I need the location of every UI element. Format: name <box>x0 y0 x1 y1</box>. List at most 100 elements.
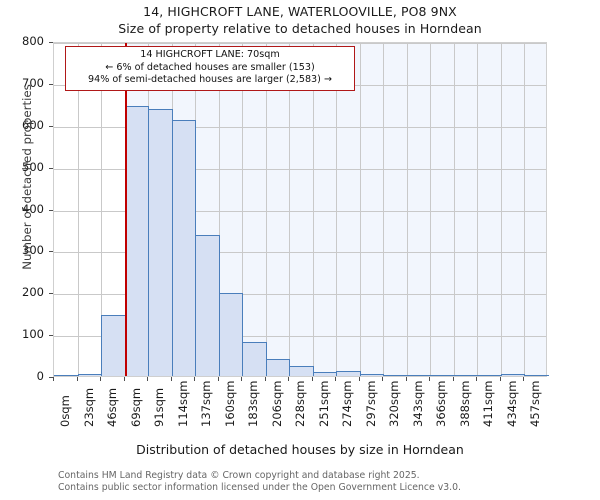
bar-388sqm <box>454 375 478 376</box>
x-tick-mark-320sqm <box>382 377 383 381</box>
x-tick-label-388sqm: 388sqm <box>458 380 472 427</box>
y-axis-title: Number of detached properties <box>20 84 34 270</box>
x-tick-label-274sqm: 274sqm <box>340 380 354 427</box>
bar-343sqm <box>407 375 431 376</box>
gridline-x-10 <box>289 43 290 376</box>
gridline-y-600 <box>54 126 546 128</box>
gridline-y-500 <box>54 168 546 170</box>
chart-subtitle: Size of property relative to detached ho… <box>118 21 482 36</box>
bar-46sqm <box>101 315 126 376</box>
x-tick-label-320sqm: 320sqm <box>387 380 401 427</box>
y-tick-mark-0 <box>49 377 53 378</box>
bar-69sqm <box>125 105 149 376</box>
x-tick-label-160sqm: 160sqm <box>223 380 237 427</box>
x-tick-mark-457sqm <box>523 377 524 381</box>
x-tick-label-69sqm: 69sqm <box>129 387 143 427</box>
bar-91sqm <box>148 108 173 376</box>
bar-434sqm <box>501 374 525 376</box>
gridline-y-300 <box>54 252 546 254</box>
gridline-x-14 <box>383 43 384 376</box>
y-tick-label-500: 500 <box>22 159 44 174</box>
annotation-line-1: 14 HIGHCROFT LANE: 70sqm <box>140 49 280 60</box>
x-tick-label-411sqm: 411sqm <box>481 380 495 427</box>
annotation-box: 14 HIGHCROFT LANE: 70sqm ← 6% of detache… <box>65 46 355 91</box>
annotation-line-2: ← 6% of detached houses are smaller (153… <box>105 61 315 73</box>
y-tick-label-100: 100 <box>22 327 44 342</box>
gridline-y-200 <box>54 294 546 296</box>
x-tick-label-91sqm: 91sqm <box>152 387 166 427</box>
bar-137sqm <box>195 235 220 376</box>
y-tick-label-200: 200 <box>22 285 44 300</box>
bar-160sqm <box>219 293 243 376</box>
y-tick-mark-300 <box>49 251 53 253</box>
gridline-x-15 <box>407 43 408 376</box>
x-tick-mark-91sqm <box>147 377 148 381</box>
y-tick-label-300: 300 <box>22 243 44 258</box>
bar-0sqm <box>54 375 79 376</box>
y-tick-label-400: 400 <box>22 201 44 216</box>
x-tick-label-297sqm: 297sqm <box>364 380 378 427</box>
gridline-x-2 <box>101 43 102 376</box>
x-tick-label-183sqm: 183sqm <box>246 380 260 427</box>
x-tick-mark-228sqm <box>288 377 289 381</box>
x-tick-mark-343sqm <box>406 377 407 381</box>
x-axis-title: Distribution of detached houses by size … <box>136 442 464 457</box>
gridline-x-17 <box>454 43 455 376</box>
x-tick-mark-160sqm <box>218 377 219 381</box>
y-tick-mark-600 <box>49 125 53 127</box>
page-title: 14, HIGHCROFT LANE, WATERLOOVILLE, PO8 9… <box>143 4 457 19</box>
x-tick-label-206sqm: 206sqm <box>270 380 284 427</box>
x-tick-label-23sqm: 23sqm <box>82 387 96 427</box>
annotation-line-3: 94% of semi-detached houses are larger (… <box>88 74 332 85</box>
gridline-x-16 <box>430 43 431 376</box>
x-tick-mark-206sqm <box>265 377 266 381</box>
bar-320sqm <box>383 375 408 376</box>
x-tick-label-434sqm: 434sqm <box>505 380 519 427</box>
gridline-y-100 <box>54 336 546 338</box>
x-tick-mark-366sqm <box>429 377 430 381</box>
gridline-x-12 <box>336 43 337 376</box>
gridline-x-11 <box>313 43 314 376</box>
gridline-x-9 <box>266 43 267 376</box>
x-tick-mark-114sqm <box>171 377 172 381</box>
x-tick-mark-297sqm <box>359 377 360 381</box>
x-tick-label-114sqm: 114sqm <box>176 380 190 427</box>
gridline-x-7 <box>219 43 220 376</box>
property-size-marker <box>125 43 128 376</box>
x-tick-label-137sqm: 137sqm <box>199 380 213 427</box>
x-tick-mark-46sqm <box>100 377 101 381</box>
footer-attribution: Contains HM Land Registry data © Crown c… <box>58 470 578 493</box>
bar-228sqm <box>289 365 314 376</box>
bar-251sqm <box>313 371 337 376</box>
x-tick-mark-183sqm <box>241 377 242 381</box>
footer-line-2: Contains public sector information licen… <box>58 481 461 493</box>
x-tick-mark-251sqm <box>312 377 313 381</box>
x-tick-label-228sqm: 228sqm <box>293 380 307 427</box>
x-tick-mark-137sqm <box>194 377 195 381</box>
x-tick-mark-411sqm <box>476 377 477 381</box>
x-tick-label-343sqm: 343sqm <box>411 380 425 427</box>
y-tick-label-700: 700 <box>22 75 44 90</box>
x-tick-mark-69sqm <box>124 377 125 381</box>
x-tick-label-251sqm: 251sqm <box>317 380 331 427</box>
x-tick-mark-388sqm <box>453 377 454 381</box>
gridline-y-400 <box>54 210 546 212</box>
x-tick-mark-0sqm <box>53 377 54 381</box>
bar-297sqm <box>360 373 384 376</box>
y-tick-label-0: 0 <box>36 369 44 383</box>
y-tick-mark-500 <box>49 167 53 169</box>
gridline-x-1 <box>78 43 79 376</box>
bar-206sqm <box>266 358 290 376</box>
y-tick-label-600: 600 <box>22 117 44 132</box>
bar-457sqm <box>524 375 549 376</box>
x-tick-label-457sqm: 457sqm <box>528 380 542 427</box>
x-tick-label-46sqm: 46sqm <box>105 387 119 427</box>
bar-183sqm <box>242 341 267 376</box>
x-tick-label-0sqm: 0sqm <box>58 395 72 427</box>
gridline-x-8 <box>242 43 243 376</box>
bar-23sqm <box>78 374 102 376</box>
x-tick-mark-23sqm <box>77 377 78 381</box>
bar-274sqm <box>336 370 361 376</box>
bar-411sqm <box>477 375 502 376</box>
